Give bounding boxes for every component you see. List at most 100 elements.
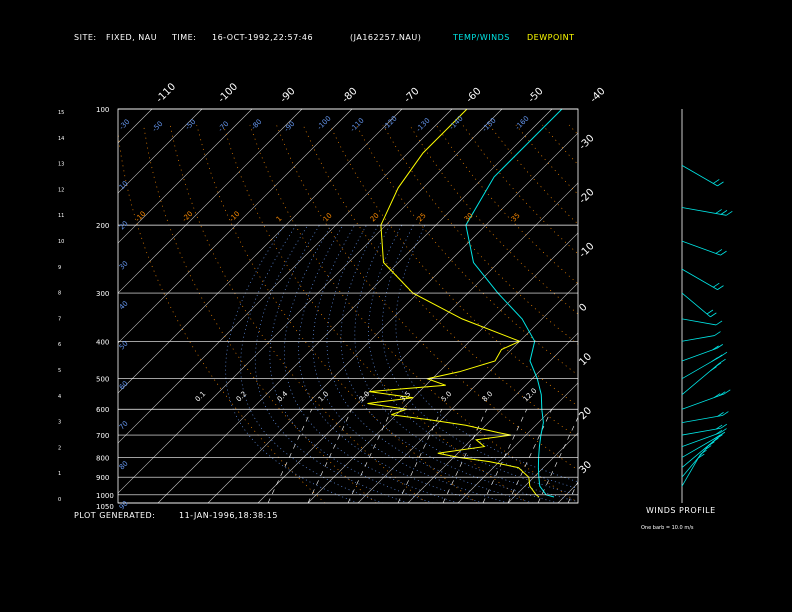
dry-adiabat — [568, 124, 578, 136]
pressure-tick-label: 600 — [96, 406, 109, 414]
moist-adiabat-label: 90 — [118, 499, 130, 511]
pressure-tick-label: 1000 — [96, 492, 114, 500]
dry-adiabat-label: 1 — [275, 215, 284, 224]
wind-barb — [681, 292, 711, 318]
height-tick-label: 3 — [58, 420, 61, 426]
moist-adiabat-label: -110 — [349, 117, 366, 134]
wind-barb-flag — [712, 437, 719, 443]
wind-barb — [681, 432, 721, 447]
moist-adiabat-label: -130 — [415, 117, 432, 134]
moist-adiabat-label: -160 — [514, 115, 531, 132]
pressure-tick-label: 1050 — [96, 503, 114, 511]
dry-adiabat-label: 25 — [416, 211, 428, 223]
top-isotherm-label: -100 — [216, 81, 240, 105]
wind-barb-flag — [718, 391, 726, 397]
height-tick-label: 13 — [58, 162, 64, 168]
wind-barb-flag — [714, 331, 721, 336]
dry-adiabat — [542, 124, 578, 165]
top-isotherm-label: -110 — [154, 81, 178, 105]
wind-barb-flag — [714, 434, 721, 440]
wind-barb-flag — [717, 412, 724, 417]
right-isotherm-label: 30 — [577, 459, 594, 476]
isotherm-line — [307, 232, 578, 503]
isotherm-line — [557, 482, 578, 503]
pressure-tick-label: 500 — [96, 376, 109, 384]
top-isotherm-label: -40 — [588, 86, 607, 105]
moist-adiabat — [381, 224, 578, 489]
isotherm-line — [118, 109, 353, 344]
dry-adiabat — [462, 124, 578, 255]
moist-adiabat-label: -140 — [448, 115, 465, 132]
dewpoint-line — [367, 109, 540, 498]
wind-barb — [681, 335, 715, 342]
wind-barb-flag — [722, 411, 729, 416]
isotherm-line — [0, 109, 52, 503]
winds-profile-label: WINDS PROFILE — [646, 506, 716, 515]
moist-adiabat — [225, 224, 359, 503]
top-isotherm-label: -50 — [526, 86, 545, 105]
top-isotherm-label: -60 — [464, 86, 483, 105]
dry-adiabat-label: 10 — [322, 211, 334, 223]
moist-adiabat-label: 80 — [118, 459, 130, 471]
height-tick-label: 4 — [58, 394, 61, 400]
height-tick-label: 10 — [58, 239, 64, 245]
moist-adiabat — [368, 224, 578, 496]
pressure-tick-label: 200 — [96, 222, 109, 230]
isotherm-line — [658, 109, 792, 503]
moist-adiabat — [254, 224, 409, 503]
wind-barb-flag — [706, 309, 714, 315]
isotherm-line — [608, 109, 792, 503]
height-tick-label: 2 — [58, 445, 61, 451]
moist-adiabat-label: -90 — [283, 120, 297, 134]
moist-adiabat — [312, 224, 509, 503]
mixing-ratio-label: 8.0 — [481, 390, 495, 404]
mixing-ratio-label: 5.0 — [440, 390, 454, 404]
dry-adiabat — [222, 124, 529, 503]
pressure-tick-label: 300 — [96, 290, 109, 298]
height-tick-label: 9 — [58, 265, 61, 271]
pressure-tick-label: 700 — [96, 432, 109, 440]
wind-barb-flag — [713, 393, 721, 398]
wind-barb — [681, 438, 717, 468]
wind-barb-flag — [710, 366, 717, 372]
mixing-ratio-line — [442, 409, 488, 503]
height-tick-label: 11 — [58, 213, 64, 219]
legend-dewpoint: DEWPOINT — [527, 33, 575, 42]
mixing-ratio-label: 12.0 — [522, 387, 539, 404]
mixing-ratio-line — [397, 409, 443, 503]
wind-barb-flag — [720, 250, 727, 256]
mixing-ratio-line — [307, 409, 353, 503]
moist-adiabat — [395, 224, 578, 483]
wind-barb — [681, 427, 721, 436]
site-value: FIXED, NAU — [106, 33, 158, 42]
moist-adiabat-label: -120 — [382, 115, 399, 132]
wind-barb-flag — [720, 428, 727, 433]
isotherm-line — [507, 432, 578, 503]
isotherm-line — [118, 109, 203, 194]
moist-adiabat — [340, 224, 559, 503]
wind-barb-flag — [698, 453, 705, 459]
wind-barb-flag — [726, 210, 733, 216]
moist-adiabat — [354, 224, 578, 503]
mixing-ratio-line — [347, 409, 393, 503]
height-tick-label: 0 — [58, 497, 61, 503]
moist-adiabat — [283, 224, 459, 503]
wind-barb — [681, 445, 709, 478]
wind-barb — [681, 240, 721, 256]
dry-adiabat — [276, 124, 578, 471]
wind-barb — [681, 347, 717, 362]
isotherm-line — [118, 109, 303, 294]
height-tick-label: 15 — [58, 110, 64, 116]
top-isotherm-label: -80 — [340, 86, 359, 105]
wind-barb-flag — [716, 434, 723, 440]
wind-barb-flag — [724, 389, 731, 395]
mixing-ratio-line — [567, 480, 578, 503]
wind-barb — [681, 268, 718, 290]
wind-barb-flag — [714, 362, 722, 368]
wind-barb-flag — [715, 249, 723, 254]
dry-adiabat — [409, 124, 578, 315]
wind-barb-flag — [713, 282, 720, 288]
dry-adiabat-label: -10 — [134, 210, 148, 224]
site-label: SITE: — [74, 33, 97, 42]
moist-adiabat-label: 50 — [118, 339, 130, 351]
